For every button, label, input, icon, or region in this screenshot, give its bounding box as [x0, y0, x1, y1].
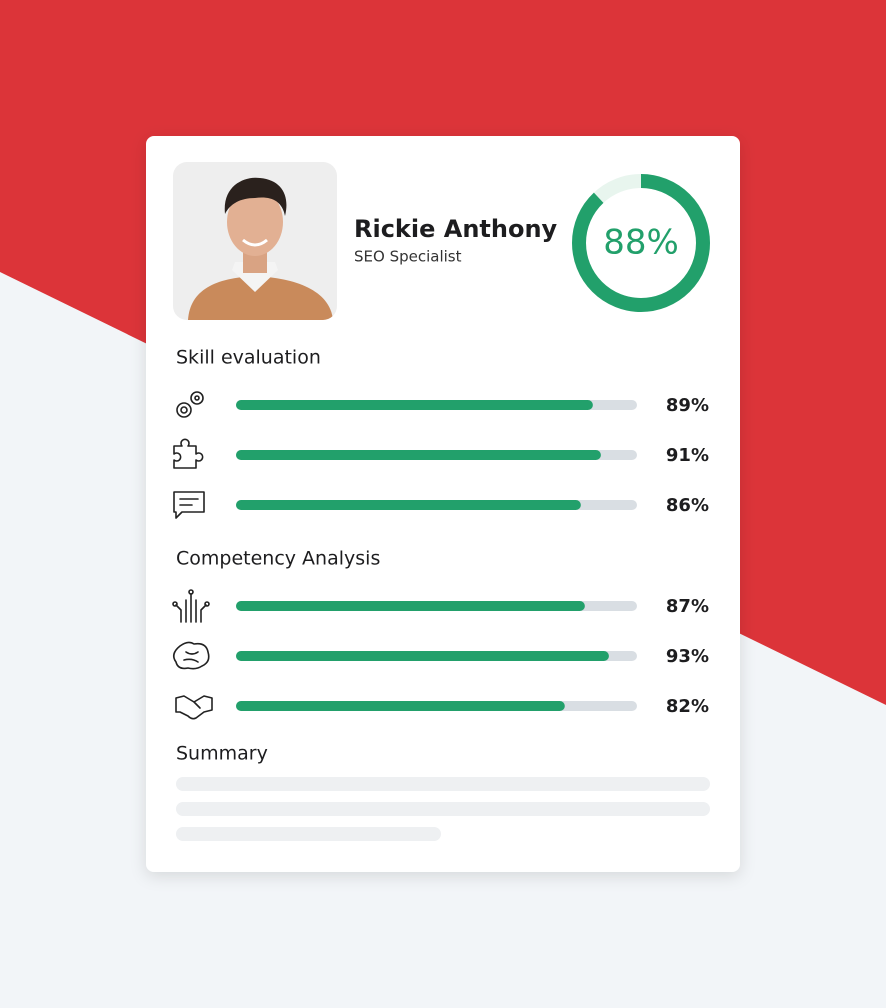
icon-handshake	[175, 695, 213, 720]
icons	[172, 391, 213, 720]
bar-label: 89%	[666, 395, 709, 416]
bar	[236, 500, 581, 510]
bar	[236, 701, 565, 711]
bar-label: 87%	[666, 596, 709, 617]
profile-role: SEO Specialist	[354, 248, 462, 266]
bar-label: 93%	[666, 646, 709, 667]
icon-puzzle	[173, 438, 204, 469]
icon-brain	[172, 641, 210, 670]
summary-placeholder	[176, 802, 710, 816]
profile-name: Rickie Anthony	[354, 215, 558, 243]
bar	[236, 400, 593, 410]
section-title: Summary	[176, 743, 268, 765]
bar-label: 91%	[666, 445, 709, 466]
score-ring	[572, 174, 710, 312]
avatar	[173, 162, 337, 320]
section-title: Competency Analysis	[176, 548, 380, 570]
section-title: Skill evaluation	[176, 347, 321, 369]
bar-label: 82%	[666, 696, 709, 717]
bar	[236, 601, 585, 611]
icon-chat	[173, 491, 205, 519]
summary-placeholder	[176, 827, 441, 841]
bar-label: 86%	[666, 495, 709, 516]
bar	[236, 651, 609, 661]
bar	[236, 450, 601, 460]
icon-circuit	[172, 589, 210, 623]
summary-placeholder	[176, 777, 710, 791]
icon-gears	[176, 391, 204, 418]
score-label: 88%	[603, 223, 679, 263]
